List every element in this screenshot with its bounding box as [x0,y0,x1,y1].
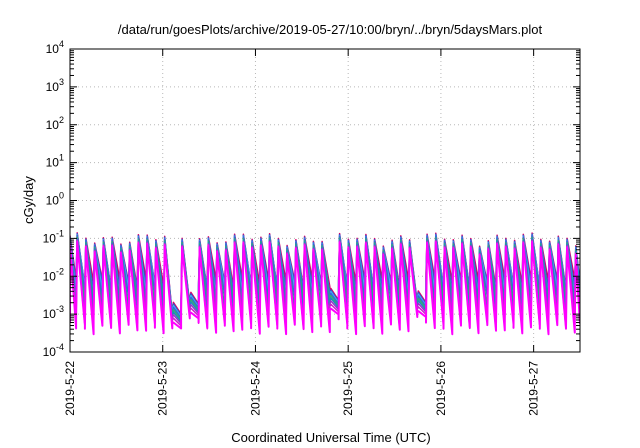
x-axis-title: Coordinated Universal Time (UTC) [231,430,430,445]
y-tick-label: 102 [46,115,64,132]
y-tick-exponent: 0 [59,191,64,201]
y-tick-exponent: 1 [59,153,64,163]
y-tick-label: 10-4 [43,342,64,359]
y-tick-exponent: -3 [56,304,64,314]
y-tick-label: 10-2 [43,266,64,283]
y-tick-base: 10 [46,42,60,56]
y-tick-exponent: -4 [56,342,64,352]
y-tick-base: 10 [46,80,60,94]
y-tick-base: 10 [46,156,60,170]
x-axis: 2019-5-22 2019-5-23 2019-5-24 2019-5-25 2019… [63,49,541,416]
y-tick-exponent: 3 [59,77,64,87]
y-tick-label: 10-3 [43,304,64,321]
y-tick-exponent: -1 [56,228,64,238]
y-tick-label: 101 [46,153,64,170]
y-tick-base: 10 [46,194,60,208]
chart-title: /data/run/goesPlots/archive/2019-05-27/1… [118,22,543,37]
y-tick-label: 103 [46,77,64,94]
y-tick-exponent: -2 [56,266,64,276]
y-tick-base: 10 [46,118,60,132]
y-tick-base: 10 [43,345,57,359]
y-tick-exponent: 4 [59,39,64,49]
y-tick-label: 104 [46,39,64,56]
y-tick-label: 10-1 [43,228,64,245]
y-tick-exponent: 2 [59,115,64,125]
x-tick-label: 2019-5-24 [248,361,262,416]
series-line [70,240,580,336]
y-tick-label: 100 [46,191,64,208]
x-tick-label: 2019-5-27 [527,361,541,416]
y-axis-title: cGy/day [21,176,36,224]
x-tick-label: 2019-5-23 [156,361,170,416]
x-tick-label: 2019-5-22 [63,361,77,416]
y-tick-base: 10 [43,307,57,321]
x-tick-label: 2019-5-26 [434,361,448,416]
x-tick-label: 2019-5-25 [341,361,355,416]
y-tick-base: 10 [43,269,57,283]
series-group [70,232,580,336]
y-tick-base: 10 [43,231,57,245]
